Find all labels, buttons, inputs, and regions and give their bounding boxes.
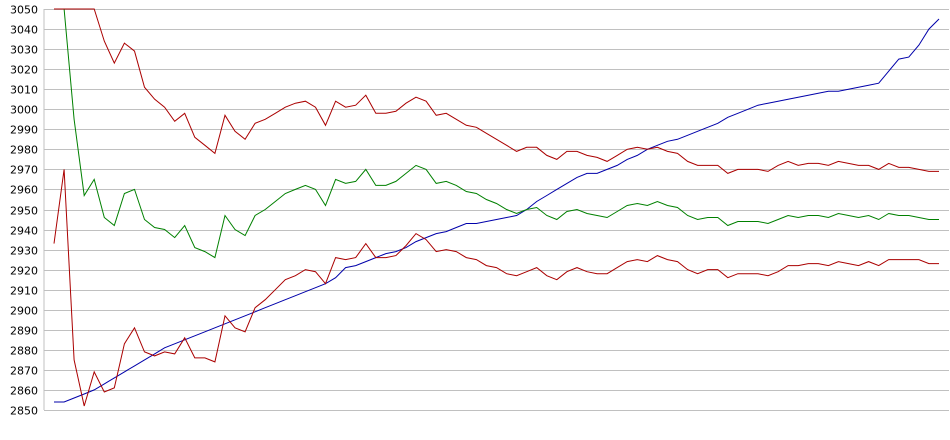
y-tick-label: 2930 bbox=[10, 245, 38, 258]
y-tick-label: 3050 bbox=[10, 4, 38, 17]
y-tick-label: 3020 bbox=[10, 64, 38, 77]
y-tick-label: 2920 bbox=[10, 265, 38, 278]
series-line-3 bbox=[54, 8, 939, 174]
y-axis-tick-labels: 3050 3040 3030 3020 3010 3000 2990 2980 2970 2960… bbox=[10, 4, 38, 418]
y-tick-label: 2970 bbox=[10, 164, 38, 177]
series-line-1 bbox=[54, 18, 940, 403]
y-tick-label: 3000 bbox=[10, 104, 38, 117]
series-lines bbox=[53, 8, 940, 407]
y-tick-label: 2880 bbox=[10, 345, 38, 358]
y-tick-label: 2950 bbox=[10, 205, 38, 218]
y-tick-label: 2860 bbox=[10, 385, 38, 398]
y-tick-label: 2980 bbox=[10, 144, 38, 157]
y-tick-label: 2910 bbox=[10, 285, 38, 298]
y-tick-label: 2850 bbox=[10, 405, 38, 418]
y-tick-label: 2890 bbox=[10, 325, 38, 338]
y-tick-label: 2940 bbox=[10, 225, 38, 238]
y-tick-label: 2900 bbox=[10, 305, 38, 318]
y-tick-label: 2960 bbox=[10, 184, 38, 197]
y-tick-label: 3040 bbox=[10, 24, 38, 37]
y-tick-label: 2990 bbox=[10, 124, 38, 137]
y-tick-label: 2870 bbox=[10, 365, 38, 378]
y-tick-label: 3030 bbox=[10, 44, 38, 57]
series-line-4 bbox=[53, 169, 939, 407]
grid bbox=[43, 9, 949, 411]
series-line-2 bbox=[54, 8, 939, 259]
y-tick-label: 3010 bbox=[10, 84, 38, 97]
